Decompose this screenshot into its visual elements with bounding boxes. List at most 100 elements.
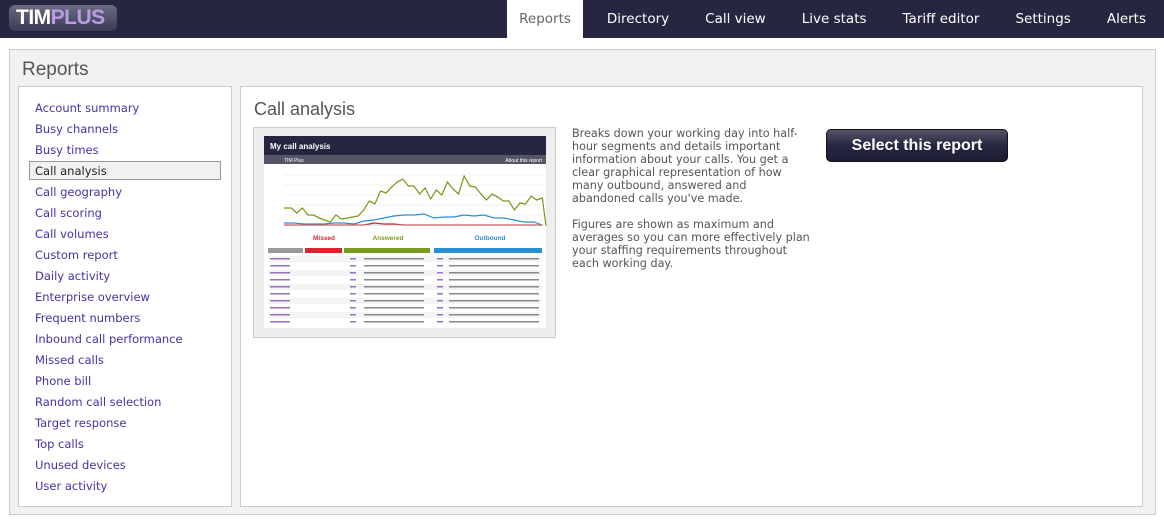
preview-table-cell [437, 300, 443, 302]
preview-table-cell [270, 265, 290, 267]
preview-table-cell [364, 300, 424, 302]
preview-table-cell [270, 314, 290, 316]
page-title: Reports [22, 59, 89, 80]
preview-title: My call analysis [270, 142, 331, 151]
preview-table-cell [449, 314, 539, 316]
preview-table-cell [350, 286, 356, 288]
preview-table-cell [364, 314, 424, 316]
sidebar-item-inbound-call-performance[interactable]: Inbound call performance [35, 332, 183, 346]
preview-table-cell [270, 293, 290, 295]
logo-text: TIM [16, 6, 51, 29]
sidebar-item-missed-calls[interactable]: Missed calls [35, 353, 104, 367]
preview-table-cell [270, 286, 290, 288]
logo-text: PLUS [50, 6, 106, 29]
reports-panel: Reports Account summary Busy channels Busy… [9, 49, 1156, 515]
nav-tab-live-stats[interactable]: Live stats [801, 11, 867, 27]
preview-table-cell [449, 272, 539, 274]
preview-table-cell [270, 272, 290, 274]
sidebar-item-call-scoring[interactable]: Call scoring [35, 206, 102, 220]
sidebar-item-daily-activity[interactable]: Daily activity [35, 269, 111, 283]
preview-table-cell [350, 307, 356, 309]
nav-tab-call-view[interactable]: Call view [705, 11, 766, 27]
sidebar-item-frequent-numbers[interactable]: Frequent numbers [35, 311, 141, 325]
timplus-logo[interactable]: TIMPLUS [9, 5, 117, 31]
nav-tab-settings[interactable]: Settings [1015, 11, 1071, 27]
preview-table-cell [449, 286, 539, 288]
preview-table-cell [437, 293, 443, 295]
preview-table-cell [364, 293, 424, 295]
preview-table-cell [364, 321, 424, 323]
sidebar-item-target-response[interactable]: Target response [35, 416, 127, 430]
sidebar-item-busy-channels[interactable]: Busy channels [35, 122, 119, 136]
preview-table-cell [364, 286, 424, 288]
preview-about: About this report [505, 158, 542, 164]
sidebar-item-top-calls[interactable]: Top calls [35, 437, 84, 451]
preview-table-cell [364, 272, 424, 274]
preview-table-cell [449, 265, 539, 267]
report-description: Breaks down your working day into half-h… [572, 127, 812, 283]
sidebar-item-user-activity[interactable]: User activity [35, 479, 108, 493]
preview-table-cell [270, 321, 290, 323]
preview-table-cell [437, 286, 443, 288]
report-list: Account summary Busy channels Busy times Ca… [18, 86, 232, 507]
preview-table-cell [350, 279, 356, 281]
preview-table-cell [449, 307, 539, 309]
sidebar-item-custom-report[interactable]: Custom report [35, 248, 118, 262]
nav-tab-tariff-editor[interactable]: Tariff editor [902, 11, 980, 27]
preview-table-cell [350, 258, 356, 260]
preview-missed-label: Missed [313, 235, 335, 242]
nav-tab-alerts[interactable]: Alerts [1106, 11, 1146, 27]
preview-outbound-line [284, 213, 543, 226]
preview-table-cell [270, 307, 290, 309]
sidebar-item-call-analysis[interactable]: Call analysis [29, 161, 221, 180]
sidebar-item-random-call-selection[interactable]: Random call selection [35, 395, 162, 409]
report-preview-image: My call analysis TIM Plus About this rep… [253, 127, 556, 338]
nav-tab-reports[interactable]: Reports [507, 0, 583, 38]
preview-table-cell [449, 258, 539, 260]
description-paragraph: Figures are shown as maximum and average… [572, 218, 810, 270]
preview-table-cell [437, 279, 443, 281]
select-report-button[interactable]: Select this report [826, 129, 1008, 162]
sidebar-item-enterprise-overview[interactable]: Enterprise overview [35, 290, 150, 304]
preview-table-cell [364, 258, 424, 260]
sidebar-item-call-geography[interactable]: Call geography [35, 185, 123, 199]
preview-table-cell [364, 265, 424, 267]
preview-table-cell [364, 279, 424, 281]
preview-table-cell [437, 321, 443, 323]
preview-table-cell [449, 279, 539, 281]
preview-table-cell [270, 279, 290, 281]
preview-answered-line [283, 174, 547, 227]
sidebar-item-unused-devices[interactable]: Unused devices [35, 458, 126, 472]
preview-table-cell [350, 300, 356, 302]
top-bar: TIMPLUS Reports Directory Call view Live st… [0, 0, 1164, 38]
preview-table-cell [364, 307, 424, 309]
sidebar-item-call-volumes[interactable]: Call volumes [35, 227, 109, 241]
preview-table-cell [437, 272, 443, 274]
preview-table-cell [350, 321, 356, 323]
preview-table-cell [437, 258, 443, 260]
report-detail: Call analysis My call analysis TIM Plus … [240, 86, 1143, 507]
preview-table-cell [437, 265, 443, 267]
sidebar-item-phone-bill[interactable]: Phone bill [35, 374, 92, 388]
preview-table-cell [449, 300, 539, 302]
sidebar-item-busy-times[interactable]: Busy times [35, 143, 99, 157]
preview-table-cell [449, 293, 539, 295]
preview-table-cell [449, 321, 539, 323]
report-preview: My call analysis TIM Plus About this rep… [264, 136, 547, 328]
report-title: Call analysis [254, 99, 356, 119]
description-paragraph: Breaks down your working day into half-h… [572, 127, 798, 205]
preview-table-cell [270, 258, 290, 260]
preview-table-cell [270, 300, 290, 302]
nav-tab-directory[interactable]: Directory [606, 11, 670, 27]
preview-table-cell [350, 293, 356, 295]
preview-table-cell [437, 307, 443, 309]
sidebar-item-account-summary[interactable]: Account summary [35, 101, 140, 115]
preview-table-cell [350, 314, 356, 316]
main-nav: Reports Directory Call view Live stats Tarif… [507, 0, 1164, 38]
preview-outbound-label: Outbound [474, 235, 505, 242]
preview-answered-label: Answered [372, 235, 403, 242]
preview-table-cell [437, 314, 443, 316]
preview-table-cell [350, 265, 356, 267]
preview-table-cell [350, 272, 356, 274]
preview-breadcrumb: TIM Plus [284, 158, 304, 164]
